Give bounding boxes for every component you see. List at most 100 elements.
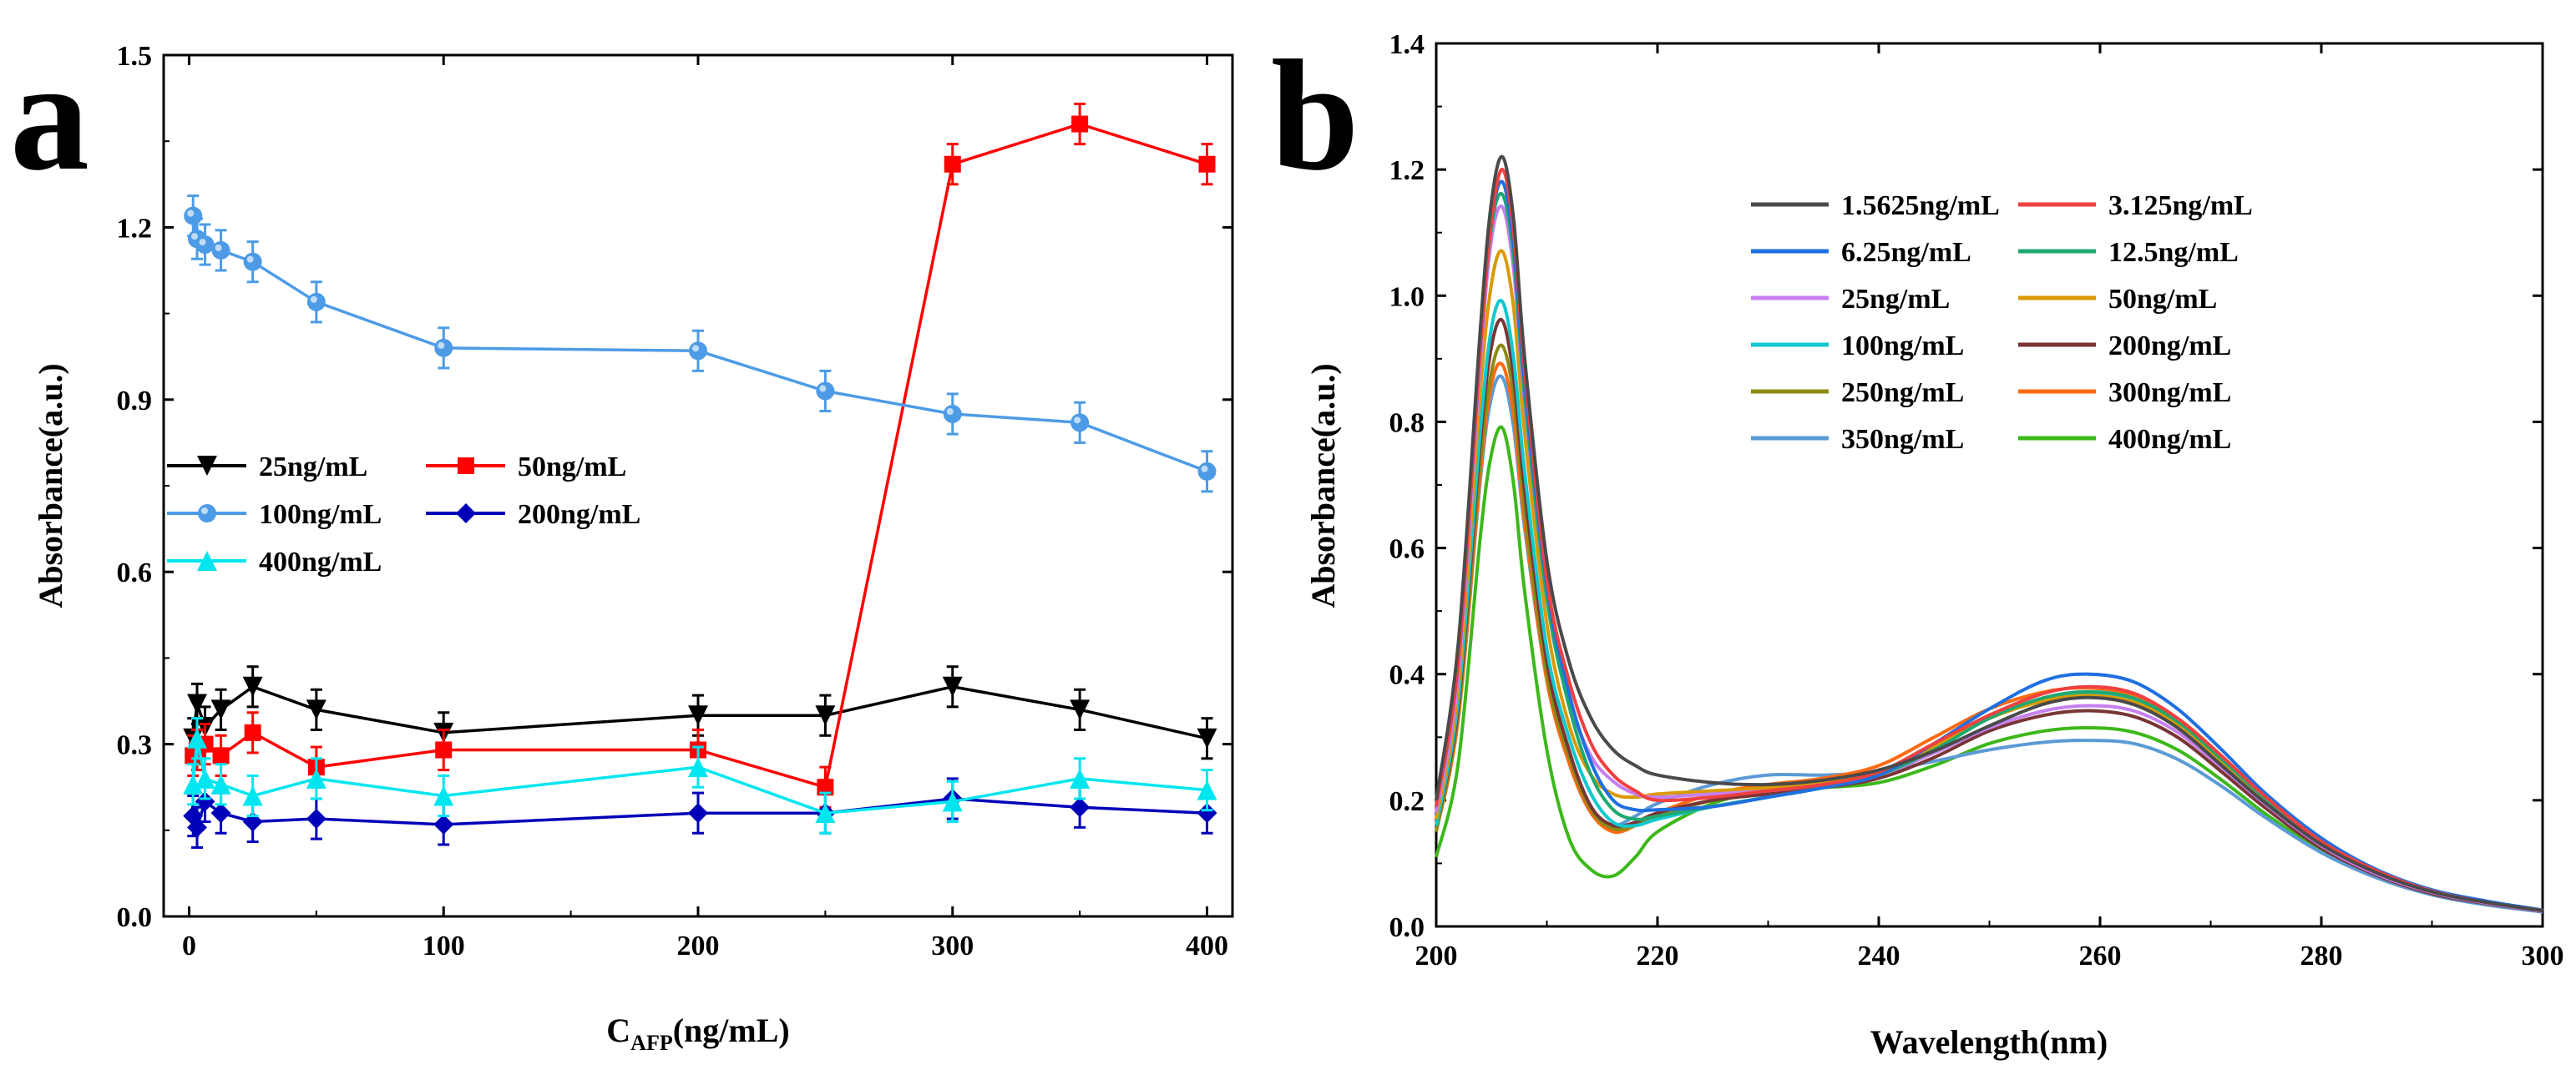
data-point-25ng-ml xyxy=(187,694,207,714)
panel-a-ytick-label: 0.6 xyxy=(117,558,153,588)
legend-label: 100ng/mL xyxy=(1841,331,1964,361)
legend-item-1-5625ng-ml: 1.5625ng/mL xyxy=(1751,190,2000,221)
data-point-25ng-ml xyxy=(942,676,963,697)
panel-b-xtick-label: 280 xyxy=(2300,941,2343,972)
data-point-100ng-ml xyxy=(689,341,707,361)
legend-label: 200ng/mL xyxy=(2108,331,2231,361)
data-point-100ng-ml xyxy=(1197,462,1217,481)
data-point-400ng-ml xyxy=(1197,780,1217,800)
legend-label: 400ng/mL xyxy=(2108,424,2231,455)
legend-item-25ng-ml: 25ng/mL xyxy=(167,452,367,482)
legend-label: 400ng/mL xyxy=(259,547,382,578)
panel-b-xlabel: Wavelength(nm) xyxy=(1870,1023,2108,1061)
data-point-400ng-ml xyxy=(942,791,963,812)
data-point-50ng-ml xyxy=(244,724,261,741)
panel-a-xtick-label: 300 xyxy=(931,931,974,961)
legend-label: 1.5625ng/mL xyxy=(1841,190,2000,221)
series-100ng-ml xyxy=(184,194,1217,493)
data-point-25ng-ml xyxy=(815,705,836,726)
data-point-400ng-ml xyxy=(815,803,836,824)
legend-item-6-25ng-ml: 6.25ng/mL xyxy=(1751,237,1971,268)
panel-a-xlabel: CAFP(ng/mL) xyxy=(606,1012,789,1055)
panel-a-xlabel-main: C xyxy=(606,1012,630,1049)
panel-a-xlabel-unit: (ng/mL) xyxy=(673,1012,790,1049)
legend-item-350ng-ml: 350ng/mL xyxy=(1751,424,1964,455)
data-point-200ng-ml xyxy=(306,809,326,830)
panel-b-xtick-label: 240 xyxy=(1858,941,1900,972)
data-point-100ng-ml xyxy=(243,252,262,271)
legend-label: 25ng/mL xyxy=(1841,284,1950,315)
data-point-25ng-ml xyxy=(242,676,263,697)
panel-b-series xyxy=(1435,154,2543,914)
legend-item-12-5ng-ml: 12.5ng/mL xyxy=(2018,237,2239,268)
panel-b-ytick-label: 0.8 xyxy=(1389,407,1425,438)
data-point-100ng-ml xyxy=(816,381,835,401)
legend-marker xyxy=(456,503,476,523)
data-point-400ng-ml xyxy=(1070,768,1091,789)
panel-b-xtick-label: 220 xyxy=(1637,941,1679,972)
data-point-200ng-ml xyxy=(688,803,708,824)
series-200ng-ml xyxy=(183,777,1217,849)
data-point-100ng-ml xyxy=(195,235,215,255)
data-point-200ng-ml xyxy=(433,814,454,835)
data-point-100ng-ml-highlight xyxy=(310,295,317,303)
legend-label: 3.125ng/mL xyxy=(2108,190,2253,221)
data-point-100ng-ml-highlight xyxy=(438,341,445,349)
panel-a-xtick-label: 0 xyxy=(182,931,196,961)
data-point-100ng-ml-highlight xyxy=(191,233,198,240)
data-point-200ng-ml xyxy=(1070,797,1091,818)
data-point-25ng-ml xyxy=(210,699,231,720)
panel-a-ytick-label: 0.9 xyxy=(117,386,153,416)
legend-item-50ng-ml: 50ng/mL xyxy=(2018,284,2217,315)
panel-b-ytick-label: 1.4 xyxy=(1389,29,1425,60)
legend-marker xyxy=(197,551,217,571)
legend-marker xyxy=(198,504,216,522)
data-point-25ng-ml xyxy=(1197,728,1217,749)
panel-b-ytick-label: 0.0 xyxy=(1389,912,1425,943)
spectrum-line-25ng-ml xyxy=(1435,204,2543,913)
panel-b-ytick-label: 0.4 xyxy=(1389,660,1425,691)
data-point-100ng-ml-highlight xyxy=(215,244,222,251)
spectrum-line-12-5ng-ml xyxy=(1435,191,2543,913)
legend-item-250ng-ml: 250ng/mL xyxy=(1751,377,1964,408)
data-point-50ng-ml xyxy=(817,779,834,796)
legend-label: 250ng/mL xyxy=(1841,377,1964,408)
data-point-50ng-ml xyxy=(435,741,453,759)
data-point-50ng-ml xyxy=(1198,155,1216,173)
spectrum-line-400ng-ml xyxy=(1435,425,2543,914)
data-point-400ng-ml xyxy=(187,728,207,749)
spectrum-line-6-25ng-ml xyxy=(1435,179,2543,912)
panel-a: a 0 100 200 300 400 0.0 0.3 0.6 0.9 1.2 1.5 25ng/m… xyxy=(10,28,1234,1055)
data-point-100ng-ml xyxy=(184,206,203,225)
panel-a-xlabel-subscript: AFP xyxy=(630,1031,673,1055)
data-point-50ng-ml xyxy=(1071,115,1089,133)
panel-a-series xyxy=(183,102,1217,849)
legend-item-300ng-ml: 300ng/mL xyxy=(2018,377,2231,408)
panel-b-ylabel: Absorbance(a.u.) xyxy=(1304,363,1342,608)
data-point-50ng-ml xyxy=(944,155,961,173)
spectrum-line-1-5625ng-ml xyxy=(1435,154,2543,913)
legend-item-200ng-ml: 200ng/mL xyxy=(2018,331,2231,361)
panel-b-xtick-label: 200 xyxy=(1415,941,1458,972)
data-point-400ng-ml xyxy=(306,768,326,789)
data-point-100ng-ml-highlight xyxy=(187,209,195,217)
data-point-100ng-ml xyxy=(1070,413,1090,432)
data-point-400ng-ml xyxy=(210,774,231,795)
legend-item-400ng-ml: 400ng/mL xyxy=(2018,424,2231,455)
legend-marker xyxy=(197,456,217,476)
data-point-100ng-ml-highlight xyxy=(246,255,254,263)
legend-label: 6.25ng/mL xyxy=(1841,237,1971,268)
data-point-200ng-ml xyxy=(1197,803,1217,824)
data-point-400ng-ml xyxy=(183,774,204,795)
data-point-400ng-ml xyxy=(433,785,454,806)
data-point-25ng-ml xyxy=(1070,699,1091,720)
data-point-100ng-ml-highlight xyxy=(692,345,699,352)
panel-a-xtick-label: 400 xyxy=(1186,931,1228,961)
legend-item-3-125ng-ml: 3.125ng/mL xyxy=(2018,190,2253,221)
legend-label: 50ng/mL xyxy=(518,452,626,482)
legend-label: 300ng/mL xyxy=(2108,377,2231,408)
data-point-100ng-ml-highlight xyxy=(946,408,954,415)
panel-b-ytick-label: 1.2 xyxy=(1389,155,1425,186)
legend-item-100ng-ml: 100ng/mL xyxy=(1751,331,1964,361)
